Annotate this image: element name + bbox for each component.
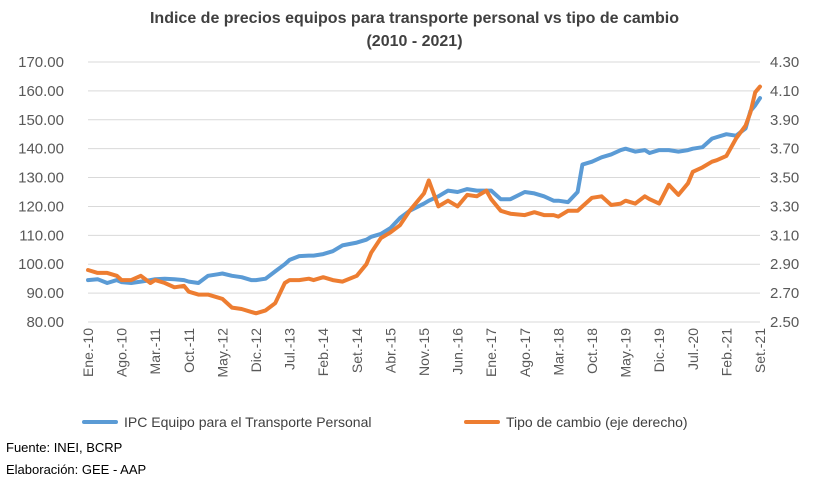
x-tick-label: May.-19 bbox=[618, 328, 634, 378]
x-tick-label: Jun.-16 bbox=[450, 328, 466, 375]
y-right-tick-label: 3.30 bbox=[770, 198, 799, 215]
legend-item-tc: Tipo de cambio (eje derecho) bbox=[464, 414, 688, 430]
y-left-tick-label: 110.00 bbox=[19, 227, 64, 244]
x-tick-label: Abr.-15 bbox=[382, 328, 398, 373]
x-tick-label: Mar.-18 bbox=[550, 328, 566, 376]
y-right-tick-label: 3.70 bbox=[770, 141, 799, 158]
y-left-tick-label: 170.00 bbox=[18, 54, 64, 71]
footer-source: Fuente: INEI, BCRP bbox=[6, 440, 123, 455]
x-tick-label: Nov.-15 bbox=[416, 328, 432, 376]
x-tick-label: Dic.-19 bbox=[651, 328, 667, 373]
y-left-tick-label: 130.00 bbox=[18, 170, 64, 187]
x-tick-label: Feb.-21 bbox=[718, 328, 734, 376]
x-tick-label: May.-12 bbox=[214, 328, 230, 378]
legend-label-ipc: IPC Equipo para el Transporte Personal bbox=[124, 414, 372, 430]
legend-label-tc: Tipo de cambio (eje derecho) bbox=[506, 414, 688, 430]
chart-title-line2: (2010 - 2021) bbox=[366, 33, 463, 50]
x-tick-label: Mar.-11 bbox=[147, 328, 163, 375]
y-left-tick-label: 90.00 bbox=[26, 285, 64, 302]
y-right-tick-label: 2.90 bbox=[770, 256, 799, 273]
y-left-tick-label: 120.00 bbox=[18, 198, 64, 215]
x-tick-label: Set.-14 bbox=[349, 328, 365, 373]
y-left-tick-label: 160.00 bbox=[18, 83, 64, 100]
legend-item-ipc: IPC Equipo para el Transporte Personal bbox=[82, 414, 371, 430]
x-tick-label: Ene.-17 bbox=[483, 328, 499, 377]
x-tick-label: Ago.-10 bbox=[114, 328, 130, 377]
chart-title-line1: Indice de precios equipos para transport… bbox=[149, 10, 680, 27]
y-right-tick-label: 2.70 bbox=[770, 285, 799, 302]
footer-prepared: Elaboración: GEE - AAP bbox=[6, 462, 147, 477]
y-left-tick-label: 140.00 bbox=[18, 141, 64, 158]
x-tick-label: Jul.-20 bbox=[685, 328, 701, 370]
legend-swatch-ipc bbox=[82, 420, 118, 424]
x-tick-label: Set.-21 bbox=[752, 328, 768, 373]
y-right-tick-label: 3.90 bbox=[770, 112, 799, 129]
x-tick-label: Dic.-12 bbox=[248, 328, 264, 373]
y-left-tick-label: 100.00 bbox=[18, 256, 64, 273]
y-right-tick-label: 3.50 bbox=[770, 170, 799, 187]
x-tick-label: Ene.-10 bbox=[80, 328, 96, 377]
x-tick-label: Oct.-11 bbox=[181, 328, 197, 373]
line-chart: 80.00 90.00 100.00 110.00 120.00 130.00 140.00… bbox=[18, 54, 799, 378]
series-line-ipc bbox=[86, 96, 762, 285]
x-tick-label: Oct.-18 bbox=[584, 328, 600, 374]
y-left-tick-label: 150.00 bbox=[18, 112, 64, 129]
legend-swatch-tc bbox=[464, 420, 500, 424]
x-tick-label: Jul.-13 bbox=[282, 328, 298, 370]
y-right-tick-label: 4.10 bbox=[770, 83, 799, 100]
y-right-tick-label: 2.50 bbox=[770, 314, 799, 331]
y-right-tick-label: 4.30 bbox=[770, 54, 799, 71]
x-tick-label: Feb.-14 bbox=[315, 328, 331, 376]
x-tick-label: Ago.-17 bbox=[517, 328, 533, 377]
series-line-tipo-cambio bbox=[86, 84, 762, 316]
y-left-tick-label: 80.00 bbox=[26, 314, 64, 331]
y-right-tick-label: 3.10 bbox=[770, 227, 799, 244]
